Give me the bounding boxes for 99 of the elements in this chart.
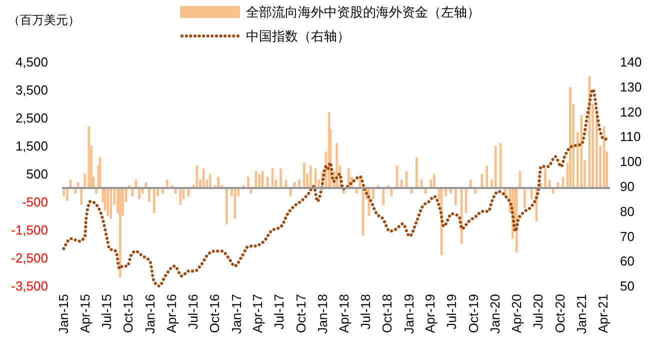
x-tick-label: Oct-15 bbox=[120, 294, 136, 334]
bar bbox=[261, 171, 264, 188]
x-tick-label: Jan-18 bbox=[315, 294, 330, 334]
legend-label: 全部流向海外中资股的海外资金（左轴） bbox=[246, 4, 480, 20]
x-tick-label: Jan-17 bbox=[228, 294, 244, 334]
bar bbox=[247, 176, 250, 188]
y-tick-label: 500 bbox=[26, 166, 48, 182]
x-tick-label: Apr-20 bbox=[509, 294, 524, 334]
x-tick-label: Jul-20 bbox=[530, 294, 546, 330]
x-tick-label: Oct-19 bbox=[466, 294, 481, 334]
y2-tick-label: 90 bbox=[620, 178, 634, 194]
x-tick-label: Jul-15 bbox=[98, 294, 114, 330]
x-tick-label: Jul-16 bbox=[185, 294, 200, 330]
y-tick-label: 1,500 bbox=[15, 138, 48, 154]
bar bbox=[460, 188, 463, 244]
bar bbox=[118, 188, 122, 278]
x-tick-label: Apr-19 bbox=[422, 294, 438, 334]
bar bbox=[84, 174, 86, 188]
bar bbox=[494, 146, 497, 188]
bar bbox=[66, 188, 68, 201]
bar bbox=[347, 168, 350, 188]
x-tick-label: Jan-19 bbox=[401, 294, 416, 334]
bar bbox=[544, 168, 546, 188]
y2-tick-label: 100 bbox=[620, 154, 642, 170]
bar bbox=[258, 174, 260, 188]
x-tick-label: Jan-20 bbox=[488, 294, 503, 334]
legend-label: 中国指数（右轴） bbox=[246, 28, 350, 44]
bar bbox=[444, 188, 447, 196]
bar bbox=[62, 188, 66, 196]
bar bbox=[372, 188, 374, 200]
bar bbox=[280, 168, 282, 188]
y2-tick-label: 50 bbox=[620, 278, 634, 294]
bar bbox=[382, 188, 385, 205]
x-tick-label: Oct-20 bbox=[552, 294, 568, 334]
bar bbox=[420, 180, 423, 188]
bar bbox=[396, 166, 398, 188]
bar bbox=[499, 143, 502, 188]
y2-tick-label: 110 bbox=[620, 129, 641, 144]
x-tick-label: Oct-18 bbox=[380, 294, 395, 334]
x-tick-label: Oct-16 bbox=[207, 294, 222, 334]
bar bbox=[290, 188, 292, 196]
y2-tick-label: 120 bbox=[620, 104, 642, 120]
bar bbox=[515, 188, 518, 252]
bar bbox=[464, 188, 468, 214]
x-tick-label: Apr-15 bbox=[77, 294, 92, 334]
bar bbox=[208, 174, 212, 188]
bar bbox=[106, 188, 110, 216]
bar bbox=[524, 188, 526, 208]
bar bbox=[110, 188, 112, 219]
y-tick-label: -500 bbox=[22, 194, 48, 210]
bar bbox=[454, 188, 457, 205]
x-tick-label: Apr-21 bbox=[595, 294, 610, 334]
bar bbox=[602, 126, 606, 188]
bar bbox=[80, 188, 83, 205]
bar bbox=[138, 188, 140, 200]
bar bbox=[298, 180, 300, 188]
bar bbox=[152, 188, 156, 214]
bar bbox=[336, 143, 338, 188]
y2-tick-label: 80 bbox=[620, 204, 634, 219]
x-tick-label: Jan-16 bbox=[142, 294, 158, 334]
bar bbox=[131, 188, 134, 196]
y2-tick-label: 70 bbox=[620, 228, 634, 244]
y2-tick-label: 130 bbox=[620, 79, 642, 94]
bar bbox=[486, 166, 488, 188]
bar bbox=[226, 188, 228, 224]
bar bbox=[148, 188, 150, 202]
x-tick-label: Oct-17 bbox=[293, 294, 308, 334]
bar bbox=[187, 188, 190, 196]
bar bbox=[166, 180, 168, 188]
bar bbox=[433, 174, 436, 188]
y-tick-label: -1,500 bbox=[11, 222, 48, 238]
x-tick-label: Apr-18 bbox=[336, 294, 352, 334]
x-tick-label: Apr-17 bbox=[250, 294, 266, 334]
x-tick-label: Jan-15 bbox=[56, 294, 72, 334]
bar bbox=[179, 188, 182, 205]
bar bbox=[303, 162, 306, 188]
bar bbox=[469, 180, 472, 188]
bar bbox=[580, 115, 583, 188]
y2-tick-label: 60 bbox=[620, 254, 634, 269]
bar bbox=[480, 174, 484, 188]
y-tick-label: 3,500 bbox=[15, 82, 48, 98]
y-tick-label: 2,500 bbox=[15, 110, 48, 126]
bar bbox=[416, 157, 418, 188]
y-tick-label: 4,500 bbox=[15, 54, 48, 70]
bar bbox=[309, 166, 312, 188]
y-tick-label: -3,500 bbox=[11, 278, 48, 294]
line-series bbox=[62, 88, 608, 288]
bar bbox=[569, 87, 572, 188]
x-tick-label: Jul-18 bbox=[358, 294, 373, 330]
y2-tick-label: 140 bbox=[620, 54, 642, 70]
x-tick-label: Jan-21 bbox=[574, 294, 590, 334]
y-axis-title: （百万美元） bbox=[8, 13, 80, 27]
y-tick-label: -2,500 bbox=[11, 250, 48, 266]
x-tick-label: Jul-17 bbox=[272, 294, 287, 330]
bar bbox=[266, 176, 269, 188]
bar bbox=[400, 180, 403, 188]
x-tick-label: Jul-19 bbox=[444, 294, 460, 330]
bar bbox=[390, 188, 393, 196]
x-tick-label: Apr-16 bbox=[164, 294, 179, 334]
